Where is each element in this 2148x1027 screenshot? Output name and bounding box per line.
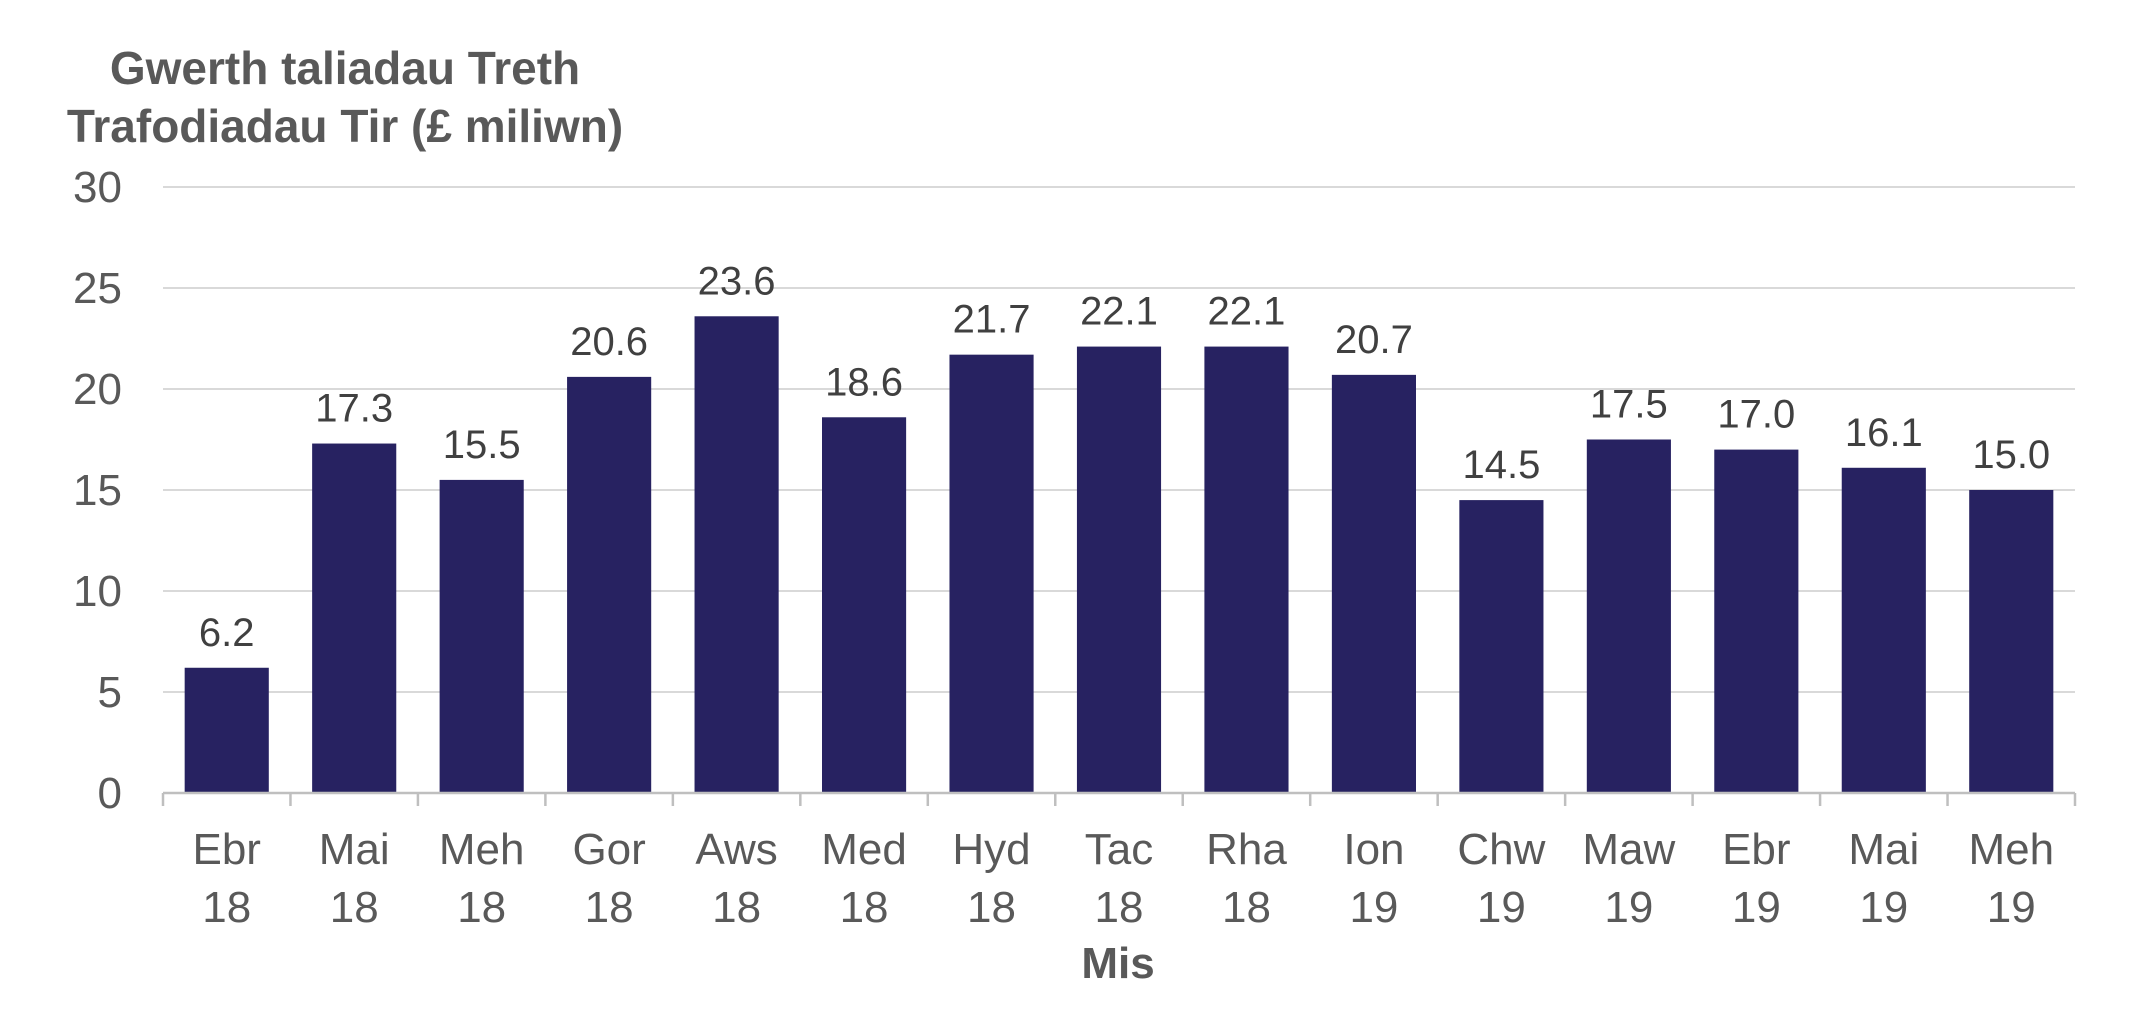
x-axis-ticks: Ebr 18 Mai 18 Meh 18 Gor 18 Aws 18 Med 18 Hyd 18 Tac 18… (192, 825, 2054, 932)
data-label: 22.1 (1080, 290, 1158, 334)
x-tick-label-month: Ion (1343, 825, 1404, 874)
x-tick-label-month: Mai (1848, 825, 1919, 874)
x-tick-label-year: 18 (1095, 883, 1144, 932)
bar (694, 316, 779, 793)
data-label: 20.6 (570, 320, 648, 364)
bar (439, 479, 524, 793)
y-tick-label: 20 (73, 365, 122, 414)
x-tick-label-year: 18 (712, 883, 761, 932)
x-tick-label-month: Ebr (192, 825, 260, 874)
y-tick-label: 10 (73, 567, 122, 616)
x-tick-label-month: Gor (572, 825, 645, 874)
x-tick-label-year: 19 (1349, 883, 1398, 932)
bar (1459, 500, 1544, 793)
x-tick-label-year: 18 (202, 883, 251, 932)
x-tick-label-year: 19 (1604, 883, 1653, 932)
x-tick-label-month: Meh (439, 825, 525, 874)
x-tick-label-month: Med (821, 825, 907, 874)
data-label: 21.7 (953, 298, 1031, 342)
bar (1714, 449, 1799, 793)
data-label: 14.5 (1462, 443, 1540, 487)
x-tick-label-month: Ebr (1722, 825, 1790, 874)
data-label: 20.7 (1335, 318, 1413, 362)
data-label: 22.1 (1208, 290, 1286, 334)
bar (949, 354, 1034, 793)
y-tick-label: 5 (98, 668, 122, 717)
data-labels: 6.2 17.3 15.5 20.6 23.6 18.6 21.7 22.1 22.1 20.7 1… (199, 259, 2050, 654)
x-tick-label-year: 19 (1859, 883, 1908, 932)
bar (567, 376, 652, 793)
x-tick-label-year: 18 (967, 883, 1016, 932)
x-tick-label-year: 19 (1732, 883, 1781, 932)
data-label: 17.5 (1590, 383, 1668, 427)
chart-title-line-2: Trafodiadau Tir (£ miliwn) (67, 100, 623, 152)
bar (312, 443, 397, 793)
data-label: 23.6 (698, 259, 776, 303)
bar (1204, 346, 1289, 793)
data-label: 16.1 (1845, 411, 1923, 455)
x-tick-label-month: Hyd (952, 825, 1030, 874)
bar (1076, 346, 1162, 793)
x-tick-label-year: 19 (1477, 883, 1526, 932)
data-label: 17.3 (315, 387, 393, 431)
x-axis (161, 791, 2077, 806)
x-tick-label-year: 18 (330, 883, 379, 932)
y-tick-label: 30 (73, 163, 122, 212)
data-label: 17.0 (1717, 393, 1795, 437)
x-tick-label-year: 18 (840, 883, 889, 932)
chart-title: Gwerth taliadau Treth Trafodiadau Tir (£… (67, 42, 623, 152)
bar (184, 667, 269, 793)
y-axis-ticks: 0 5 10 15 20 25 30 (73, 163, 122, 818)
bar (1969, 490, 2054, 793)
y-tick-label: 15 (73, 466, 122, 515)
x-tick-label-year: 18 (1222, 883, 1271, 932)
y-tick-label: 25 (73, 264, 122, 313)
x-tick-label-year: 18 (585, 883, 634, 932)
x-tick-label-month: Tac (1085, 825, 1153, 874)
x-tick-label-month: Maw (1582, 825, 1675, 874)
x-tick-label-month: Chw (1457, 825, 1545, 874)
x-tick-label-month: Mai (319, 825, 390, 874)
x-tick-label-month: Meh (1968, 825, 2054, 874)
chart-title-line-1: Gwerth taliadau Treth (110, 42, 580, 94)
x-tick-label-month: Aws (695, 825, 777, 874)
x-axis-label: Mis (1081, 939, 1154, 988)
x-tick-label-year: 19 (1987, 883, 2036, 932)
x-tick-label-year: 18 (457, 883, 506, 932)
bars (184, 316, 2054, 793)
bar (822, 417, 907, 793)
data-label: 15.5 (443, 423, 521, 467)
bar (1586, 439, 1671, 793)
data-label: 15.0 (1972, 433, 2050, 477)
data-label: 18.6 (825, 360, 903, 404)
bar (1841, 467, 1926, 793)
bar (1331, 374, 1416, 793)
x-tick-label-month: Rha (1206, 825, 1287, 874)
data-label: 6.2 (199, 611, 255, 655)
y-tick-label: 0 (98, 769, 122, 818)
